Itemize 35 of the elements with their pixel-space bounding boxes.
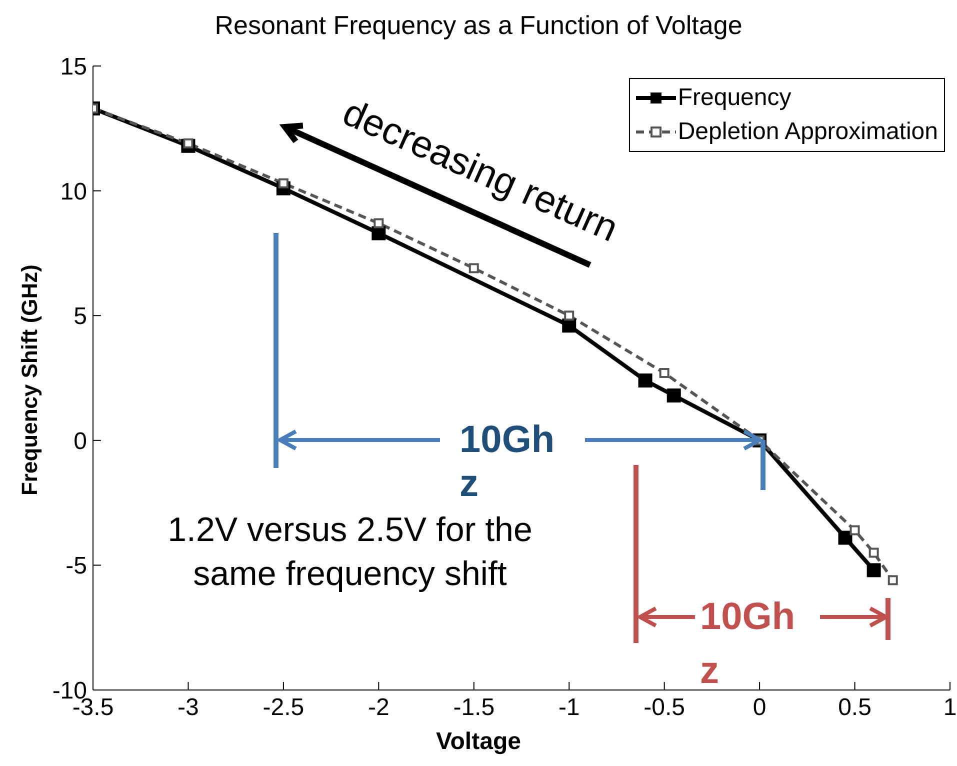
point xyxy=(374,218,384,228)
annotation: 10Ghz xyxy=(460,418,556,506)
x-tick-label: 1 xyxy=(943,694,957,722)
point xyxy=(638,373,652,388)
y-tick-label: 15 xyxy=(60,54,87,81)
x-tick-label: -2.5 xyxy=(262,694,304,722)
y-tick-label: 10 xyxy=(60,178,87,206)
annotation: 1.2V versus 2.5V for the same frequency shift xyxy=(166,510,534,595)
x-tick-label: -2 xyxy=(368,694,390,722)
x-tick-label: -1.5 xyxy=(453,694,495,722)
point xyxy=(850,525,860,536)
point xyxy=(888,575,898,586)
x-tick-label: -1 xyxy=(558,694,580,722)
point xyxy=(564,310,574,321)
point xyxy=(666,388,681,402)
x-tick-label: 0 xyxy=(752,694,766,722)
point xyxy=(659,368,670,378)
x-tick-label: 0.5 xyxy=(838,694,872,722)
x-axis-title: Voltage xyxy=(435,728,522,756)
chart-title: Resonant Frequency as a Function of Voltage xyxy=(214,10,744,41)
point xyxy=(838,530,852,545)
point xyxy=(868,548,879,558)
y-tick-label: -5 xyxy=(66,552,87,580)
y-tick-label: 5 xyxy=(74,303,87,330)
y-tick-label: 0 xyxy=(74,428,87,455)
legend-label: Frequency xyxy=(678,83,792,113)
point xyxy=(468,263,479,274)
x-tick-label: -3 xyxy=(178,694,199,722)
x-tick-label: -0.5 xyxy=(644,694,686,722)
legend-label: Depletion Approximation xyxy=(678,117,938,147)
point xyxy=(866,563,881,578)
y-axis-title: Frequency Shift (GHz) xyxy=(17,264,43,496)
point xyxy=(372,226,386,240)
point xyxy=(562,318,576,333)
annotation: 10Ghz xyxy=(700,596,796,692)
